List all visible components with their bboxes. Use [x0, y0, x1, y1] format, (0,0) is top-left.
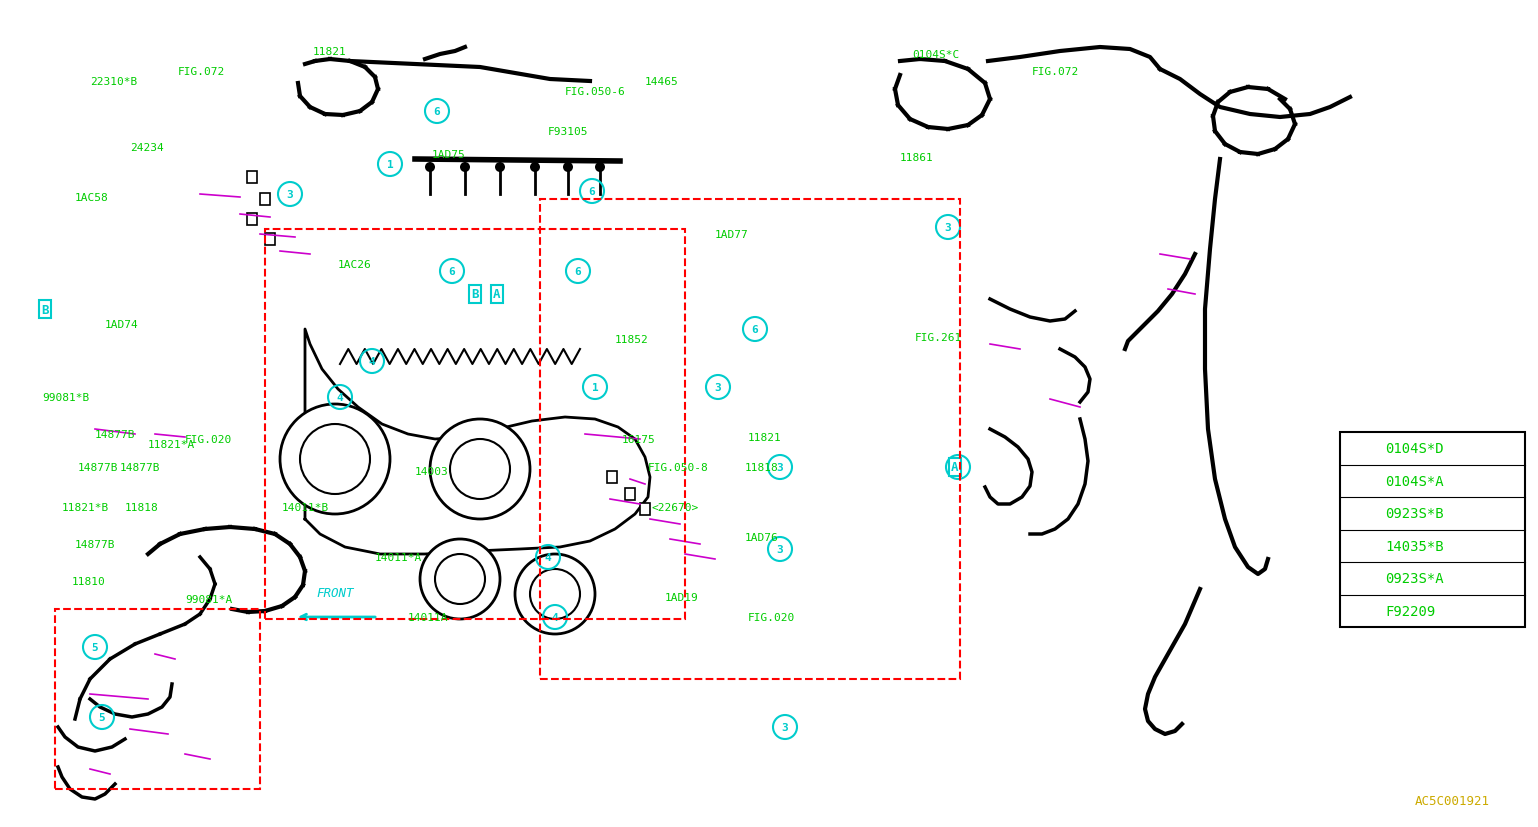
Text: 99081*A: 99081*A: [185, 595, 232, 605]
Bar: [624, 489, 635, 500]
Text: 24234: 24234: [131, 143, 163, 153]
Text: 4: 4: [1358, 541, 1366, 551]
Circle shape: [280, 404, 391, 514]
Text: 6: 6: [434, 107, 440, 117]
Text: FIG.072: FIG.072: [1032, 67, 1080, 77]
Text: FIG.050-8: FIG.050-8: [647, 462, 709, 472]
Bar: [248, 172, 257, 184]
Text: AC5C001921: AC5C001921: [1415, 794, 1490, 807]
Circle shape: [420, 539, 500, 619]
Text: FIG.020: FIG.020: [747, 612, 795, 622]
Text: 11821: 11821: [747, 433, 781, 442]
Text: 14011*A: 14011*A: [375, 552, 423, 562]
Text: 0923S*A: 0923S*A: [1386, 571, 1444, 586]
Text: 2: 2: [1358, 476, 1366, 486]
Text: 3: 3: [955, 462, 961, 472]
Text: 16175: 16175: [621, 434, 655, 444]
Text: 14877B: 14877B: [78, 462, 118, 472]
Text: 6: 6: [1358, 606, 1366, 616]
Text: <22670>: <22670>: [652, 502, 700, 513]
Text: 11861: 11861: [900, 153, 934, 163]
Text: 14003: 14003: [415, 466, 449, 476]
Text: 14877B: 14877B: [120, 462, 160, 472]
Text: 5: 5: [92, 643, 98, 653]
Text: 14035*B: 14035*B: [1386, 539, 1444, 553]
Text: FRONT: FRONT: [317, 586, 354, 600]
Text: 11852: 11852: [615, 335, 649, 345]
Text: FIG.261: FIG.261: [915, 332, 963, 342]
Text: 4: 4: [337, 393, 343, 403]
Text: 6: 6: [589, 187, 595, 197]
Text: 11818: 11818: [744, 462, 778, 472]
Text: A: A: [950, 461, 958, 474]
Text: 3: 3: [1358, 509, 1366, 519]
Text: 1AD19: 1AD19: [664, 592, 698, 602]
Text: FIG.020: FIG.020: [185, 434, 232, 444]
Text: 0104S*C: 0104S*C: [912, 50, 960, 60]
Text: 6: 6: [575, 266, 581, 277]
Text: 1AD76: 1AD76: [744, 533, 778, 543]
Circle shape: [460, 163, 471, 173]
Text: 1AD77: 1AD77: [715, 230, 749, 240]
Text: 0104S*D: 0104S*D: [1386, 442, 1444, 456]
Text: 3: 3: [777, 462, 783, 472]
Text: 3: 3: [286, 189, 294, 200]
Text: F92209: F92209: [1386, 604, 1435, 618]
Text: 6: 6: [752, 325, 758, 335]
Polygon shape: [305, 330, 651, 554]
Text: 0104S*A: 0104S*A: [1386, 474, 1444, 488]
Bar: [1340, 433, 1526, 627]
Text: 0923S*B: 0923S*B: [1386, 507, 1444, 521]
Circle shape: [431, 419, 531, 519]
Text: B: B: [42, 304, 49, 316]
Bar: [640, 504, 651, 515]
Text: 11821*B: 11821*B: [62, 502, 109, 513]
Bar: [265, 234, 275, 246]
Text: 99081*B: 99081*B: [42, 393, 89, 403]
Circle shape: [495, 163, 504, 173]
Text: 14011*B: 14011*B: [281, 502, 329, 513]
Text: 14877B: 14877B: [75, 539, 115, 549]
Circle shape: [515, 554, 595, 634]
Bar: [248, 213, 257, 226]
Text: 14465: 14465: [644, 77, 678, 87]
Text: FIG.050-6: FIG.050-6: [564, 87, 626, 97]
Bar: [260, 194, 271, 206]
Text: 22310*B: 22310*B: [91, 77, 137, 87]
Text: 3: 3: [777, 544, 783, 554]
Text: 3: 3: [781, 722, 789, 732]
Text: 1: 1: [592, 383, 598, 393]
Text: B: B: [471, 288, 478, 301]
Text: 1: 1: [386, 160, 394, 170]
Circle shape: [563, 163, 574, 173]
Text: 14877B: 14877B: [95, 429, 135, 439]
Text: 4: 4: [369, 356, 375, 366]
Text: 6: 6: [449, 266, 455, 277]
Text: 4: 4: [552, 612, 558, 622]
Bar: [608, 471, 617, 484]
Text: 11821*A: 11821*A: [148, 439, 195, 449]
Text: A: A: [494, 288, 501, 301]
Text: 4: 4: [544, 552, 552, 562]
Text: 11821: 11821: [314, 47, 346, 57]
Text: 1AC26: 1AC26: [338, 260, 372, 270]
Text: 1AC58: 1AC58: [75, 193, 109, 203]
Text: 11818: 11818: [125, 502, 158, 513]
Text: 1AD74: 1AD74: [105, 319, 138, 330]
Text: 14011A: 14011A: [408, 612, 449, 622]
Text: 5: 5: [1358, 574, 1366, 584]
Text: 11810: 11810: [72, 576, 106, 586]
Text: 3: 3: [715, 383, 721, 393]
Circle shape: [424, 163, 435, 173]
Text: 5: 5: [98, 712, 106, 722]
Text: 3: 3: [944, 222, 952, 232]
Text: 1AD75: 1AD75: [432, 150, 466, 160]
Circle shape: [595, 163, 604, 173]
Circle shape: [531, 163, 540, 173]
Text: F93105: F93105: [548, 127, 589, 136]
Text: FIG.072: FIG.072: [178, 67, 225, 77]
Text: 1: 1: [1358, 444, 1366, 454]
